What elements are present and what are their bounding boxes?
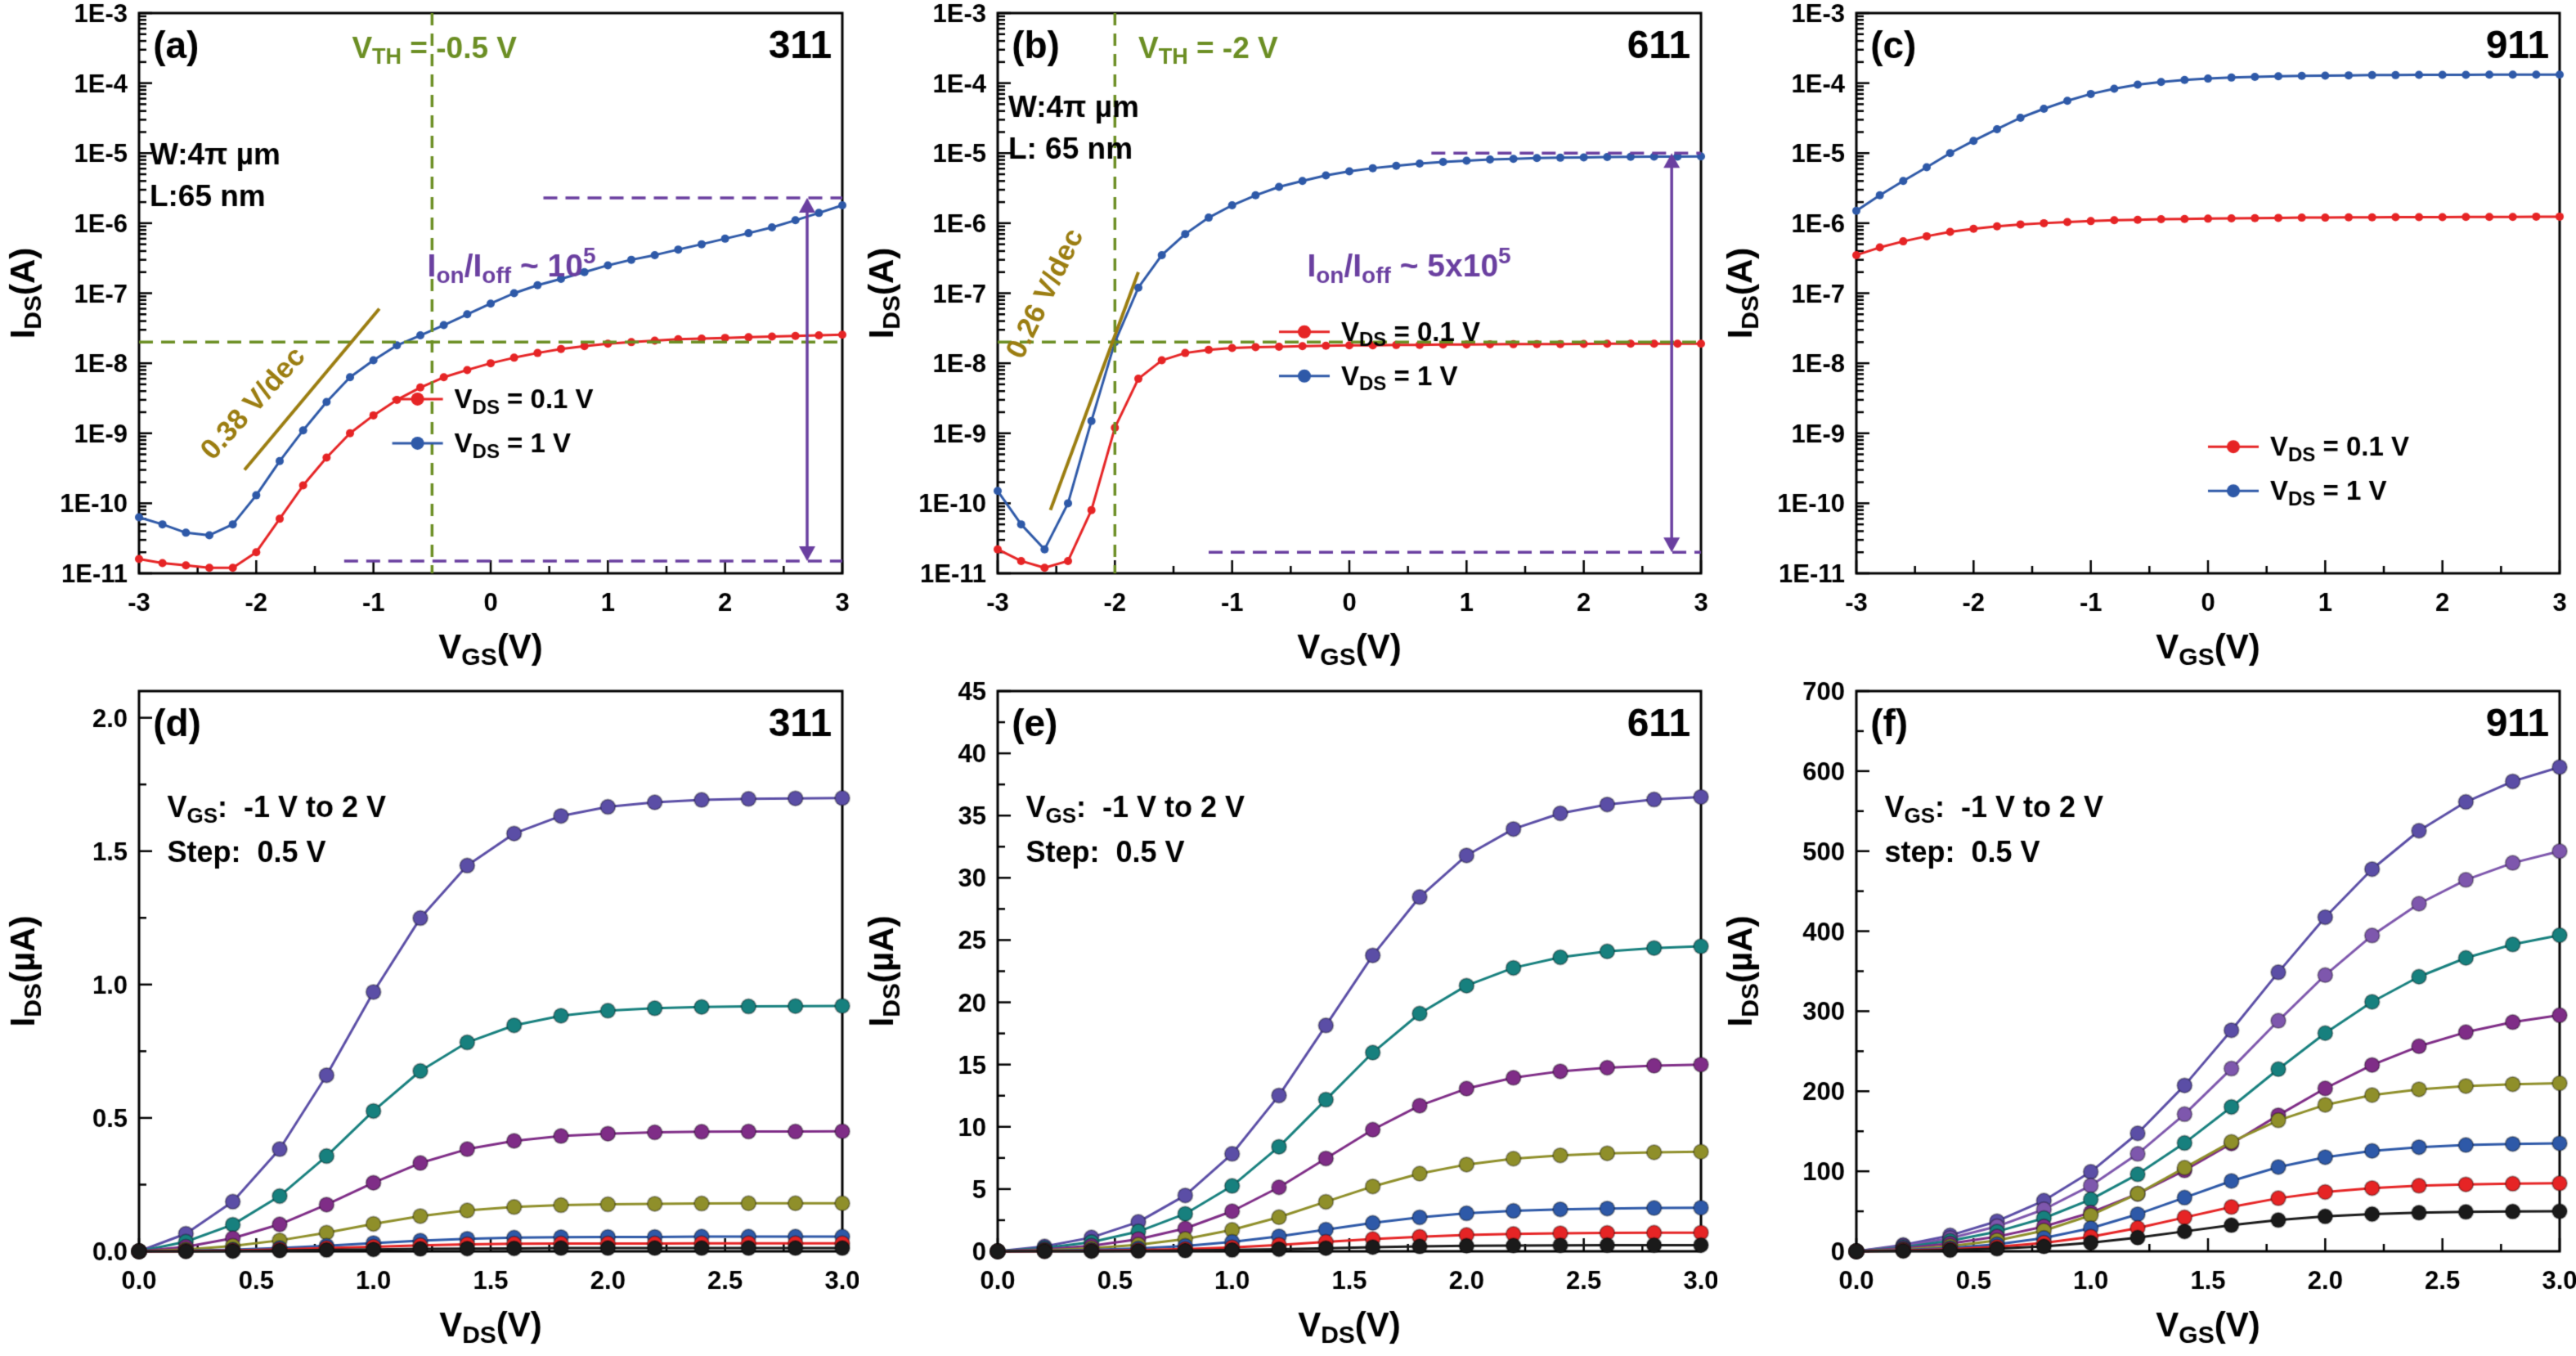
panel-a-transfer-chart-311 xyxy=(0,0,859,678)
panel-d-output-chart-311 xyxy=(0,678,859,1356)
panel-f-output-chart-911 xyxy=(1717,678,2576,1356)
panel-c-transfer-chart-911 xyxy=(1717,0,2576,678)
panel-e-output-chart-611 xyxy=(859,678,1717,1356)
panel-b-transfer-chart-611 xyxy=(859,0,1717,678)
